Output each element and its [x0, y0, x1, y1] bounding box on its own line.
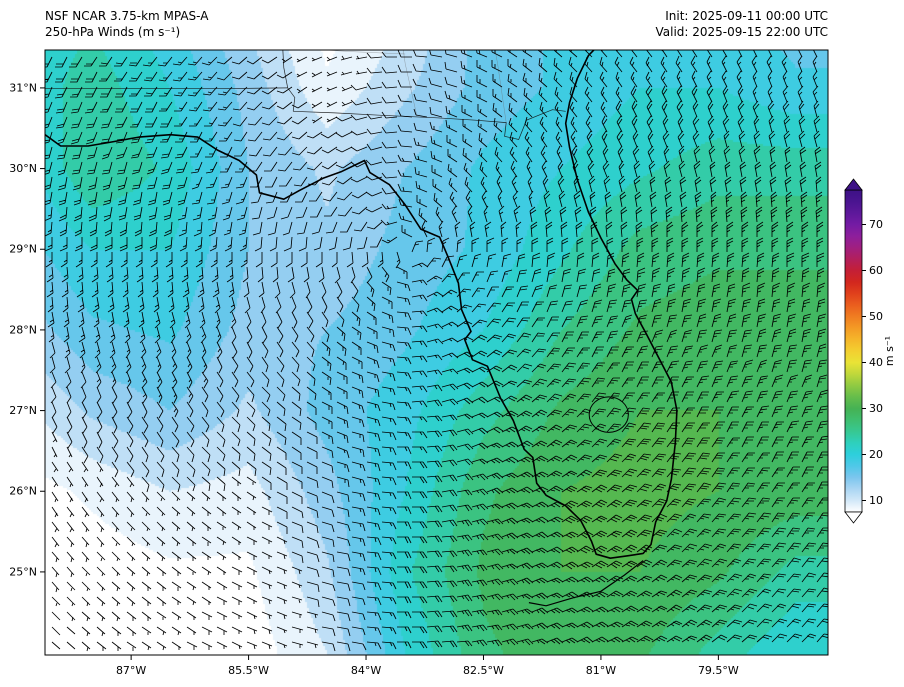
colorbar-tick-label: 60	[869, 264, 883, 277]
run-info-block: Init: 2025-09-11 00:00 UTC Valid: 2025-0…	[655, 8, 828, 40]
valid-time: Valid: 2025-09-15 22:00 UTC	[655, 25, 828, 39]
y-axis-tick-label: 30°N	[9, 162, 37, 175]
field-name: 250-hPa Winds (m s⁻¹)	[45, 25, 181, 39]
colorbar-gradient	[844, 189, 863, 513]
colorbar-tick-label: 20	[869, 448, 883, 461]
y-axis-tick-label: 31°N	[9, 81, 37, 94]
colorbar: 10 20 30 40 50 60 70 m s⁻¹	[844, 178, 896, 524]
x-axis-tick-label: 87°W	[116, 664, 146, 677]
colorbar-extend-bottom	[844, 511, 863, 524]
plot-title-block: NSF NCAR 3.75-km MPAS-A 250-hPa Winds (m…	[45, 8, 208, 40]
x-axis-tick-label: 79.5°W	[698, 664, 739, 677]
model-name: NSF NCAR 3.75-km MPAS-A	[45, 9, 209, 23]
colorbar-tick-label: 70	[869, 218, 883, 231]
y-axis-tick-label: 25°N	[9, 565, 37, 578]
colorbar-tick-label: 40	[869, 356, 883, 369]
colorbar-tick-label: 10	[869, 494, 883, 507]
colorbar-extend-top	[844, 178, 863, 191]
colorbar-tick-label: 50	[869, 310, 883, 323]
y-axis-tick-label: 28°N	[9, 323, 37, 336]
wind-speed-shading-canvas	[45, 50, 828, 655]
colorbar-units-label: m s⁻¹	[883, 336, 896, 366]
x-axis-tick-label: 85.5°W	[228, 664, 269, 677]
x-axis-tick-label: 84°W	[351, 664, 381, 677]
y-axis-tick-label: 27°N	[9, 404, 37, 417]
x-axis-tick-label: 82.5°W	[463, 664, 504, 677]
y-axis-tick-label: 26°N	[9, 485, 37, 498]
x-axis-tick-label: 81°W	[586, 664, 616, 677]
y-axis-tick-label: 29°N	[9, 243, 37, 256]
colorbar-tick-label: 30	[869, 402, 883, 415]
init-time: Init: 2025-09-11 00:00 UTC	[665, 9, 828, 23]
